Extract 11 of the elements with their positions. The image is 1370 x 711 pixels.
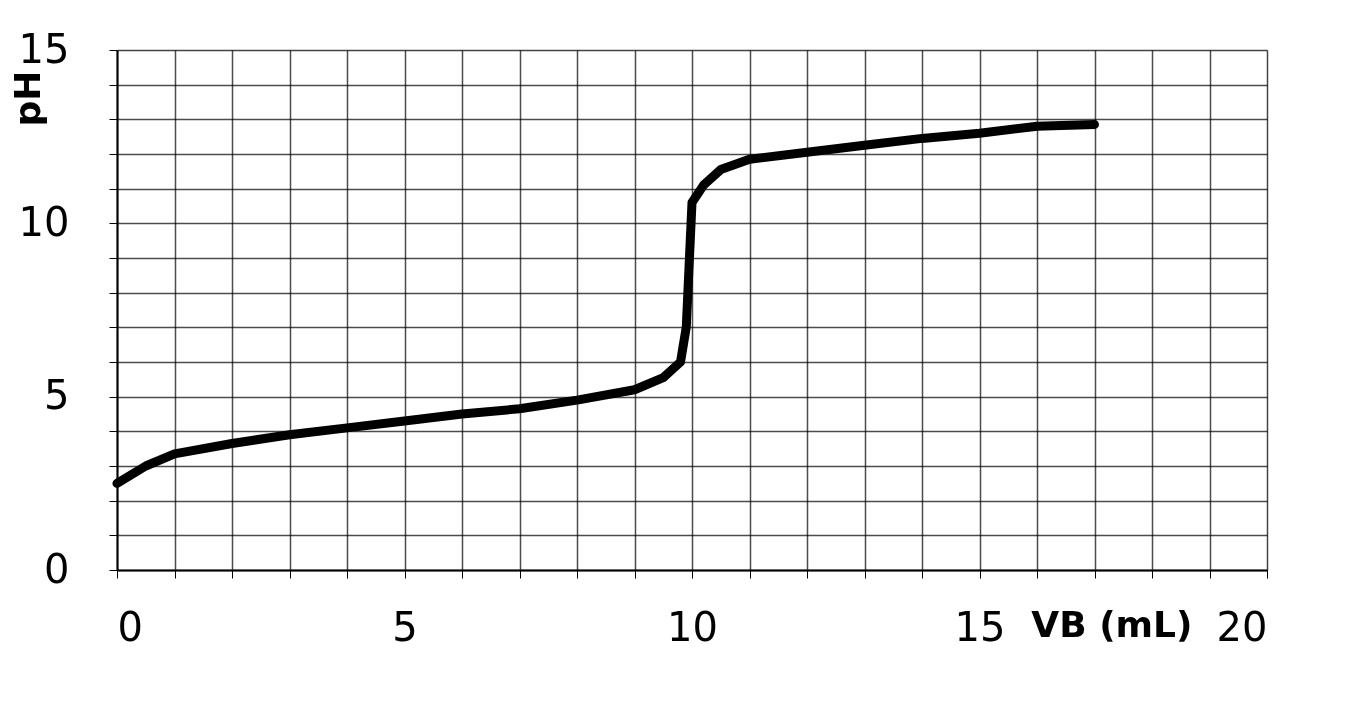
y-tick-label: 0 bbox=[44, 545, 70, 592]
y-tick-label: 10 bbox=[18, 198, 70, 245]
y-axis-title: pH bbox=[6, 70, 48, 127]
x-tick-label: 0 bbox=[117, 603, 143, 650]
x-tick-label: 20 bbox=[1216, 603, 1268, 650]
x-tick-label: 5 bbox=[392, 603, 418, 650]
y-tick-label: 15 bbox=[18, 25, 70, 72]
x-tick-label: 15 bbox=[954, 603, 1006, 650]
y-tick-label: 5 bbox=[44, 372, 70, 419]
x-axis-title: VB (mL) bbox=[1031, 603, 1193, 645]
x-tick-label: 10 bbox=[667, 603, 718, 650]
